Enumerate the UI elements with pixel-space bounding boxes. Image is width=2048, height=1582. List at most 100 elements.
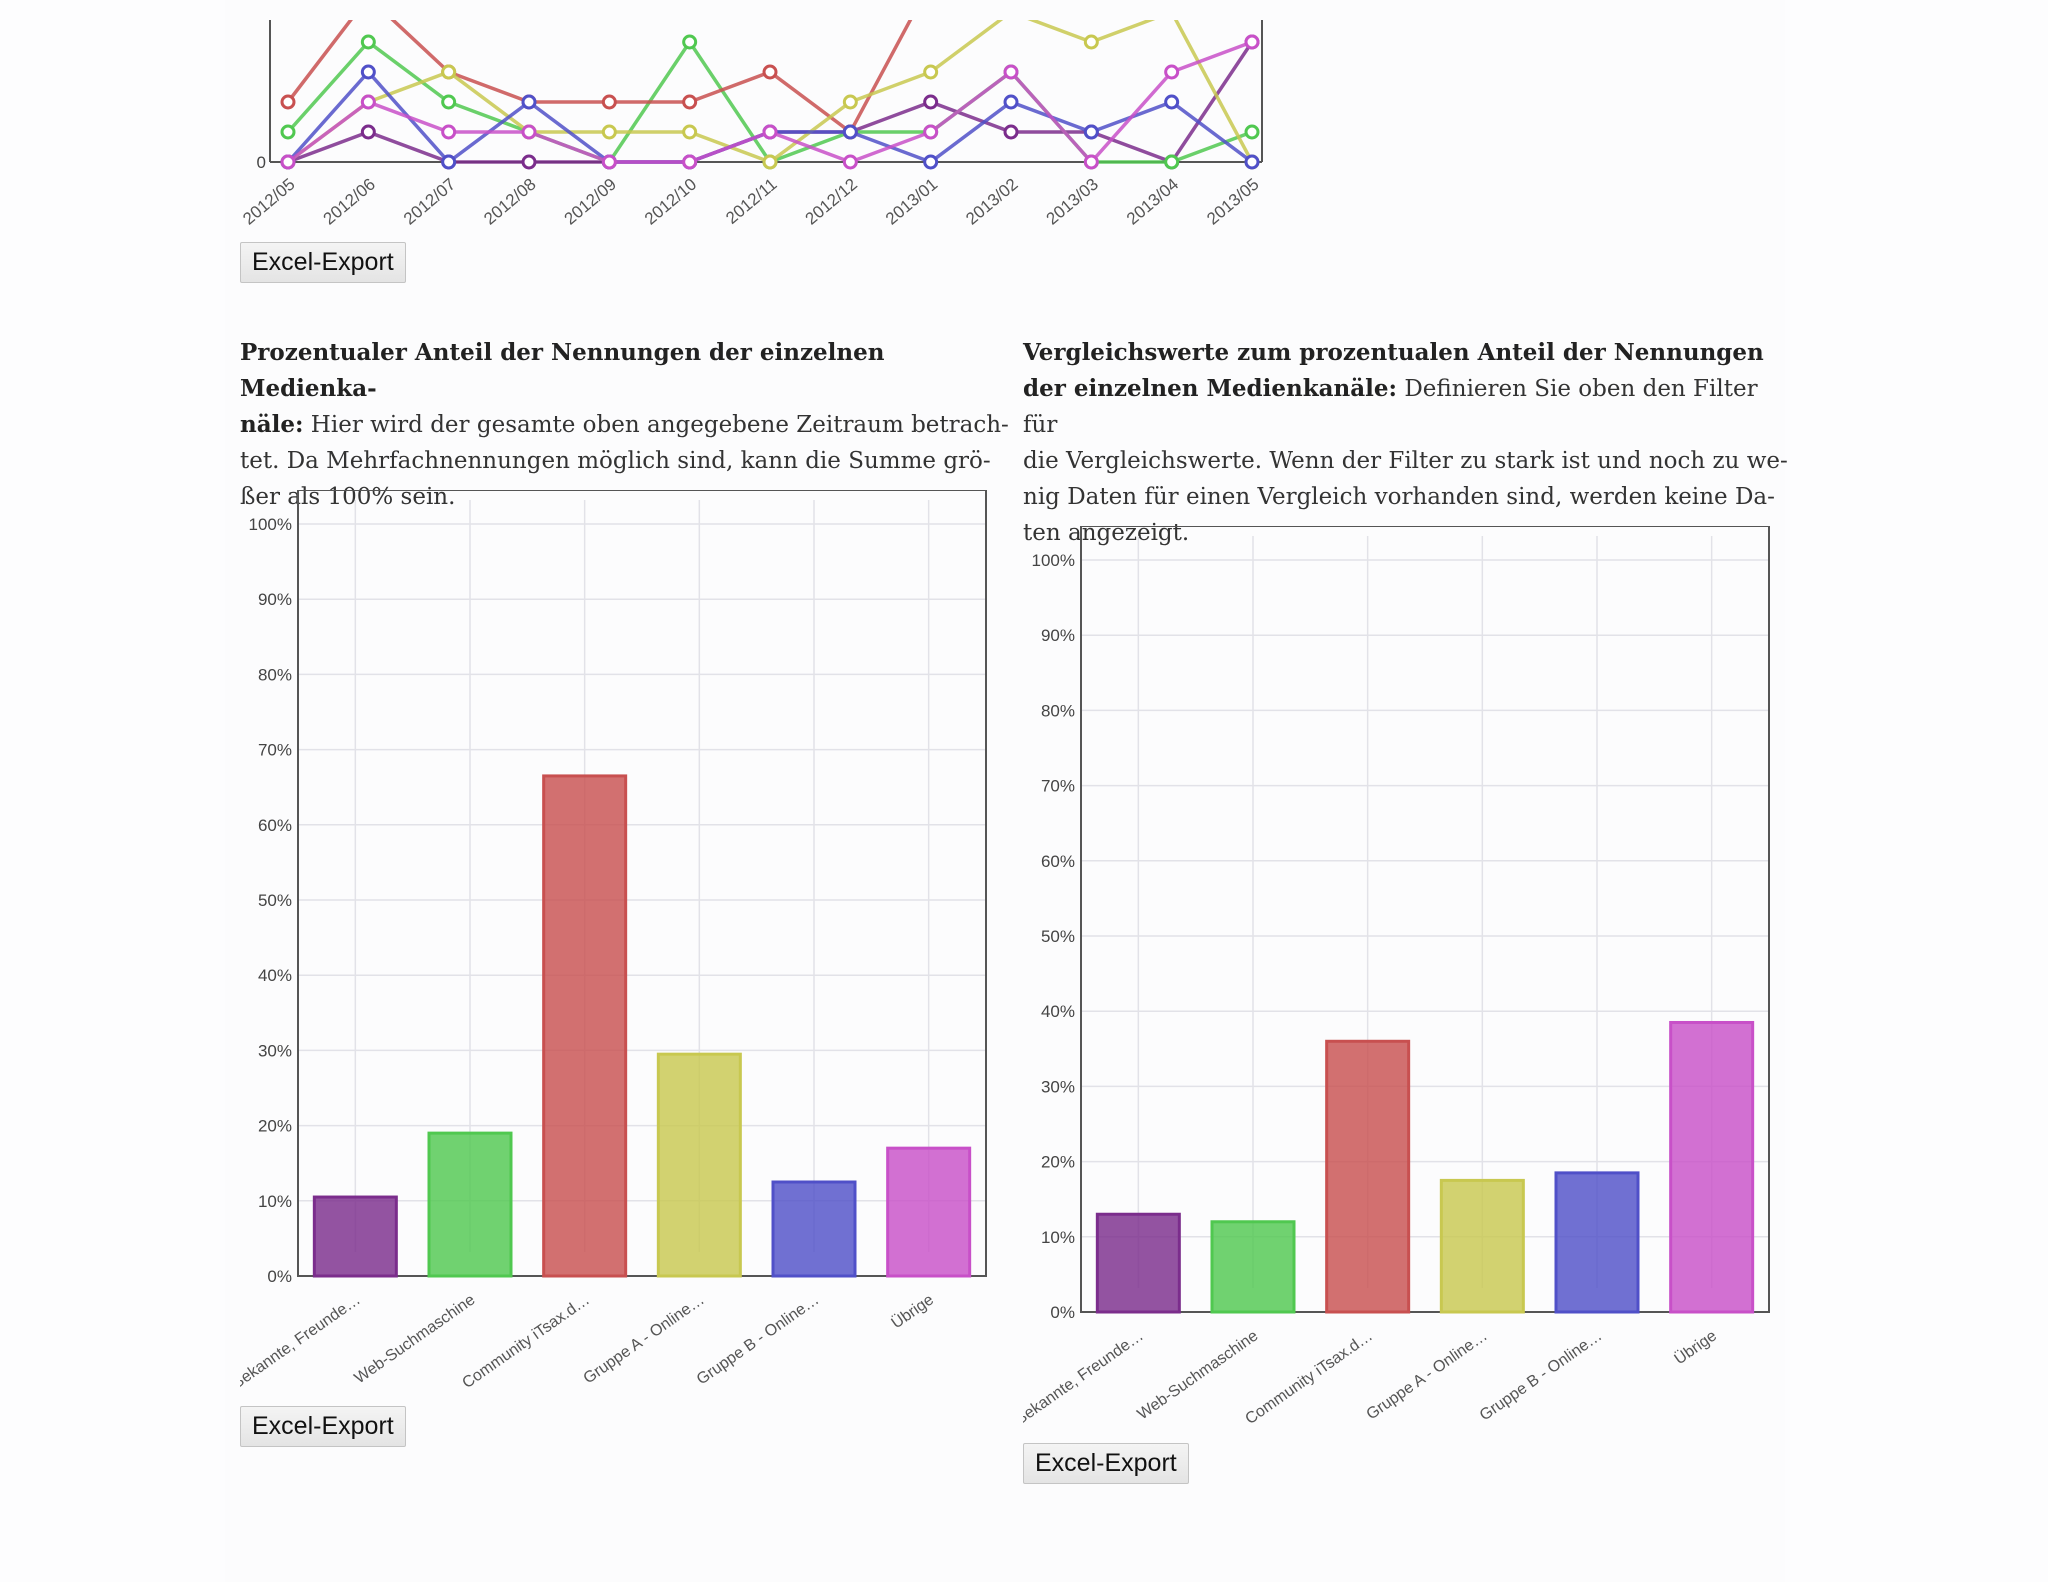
x-tick-label: 2013/02	[962, 175, 1021, 229]
x-tick-label: Übrige	[1671, 1326, 1720, 1368]
description-line: Prozentualer Anteil der Nennungen der ei…	[240, 335, 1010, 407]
data-point	[521, 124, 537, 140]
plot-frame	[297, 490, 987, 1277]
x-tick-label: 2012/05	[239, 175, 298, 229]
data-point	[923, 94, 939, 110]
x-tick-label: 2012/06	[320, 175, 379, 229]
data-point	[1164, 94, 1180, 110]
data-point	[441, 124, 457, 140]
bar	[656, 1052, 742, 1278]
y-tick-label: 100%	[249, 515, 292, 534]
line-chart-excel-export-button[interactable]: Excel-Export	[240, 242, 406, 283]
data-point	[923, 124, 939, 140]
description-line: näle: Hier wird der gesamte oben angegeb…	[240, 407, 1010, 443]
data-point	[1244, 154, 1260, 170]
y-tick-label: 40%	[258, 966, 292, 985]
x-tick-label: 2013/03	[1043, 175, 1102, 229]
y-tick-label: 70%	[258, 741, 292, 760]
data-point	[762, 154, 778, 170]
x-tick-label: Gruppe A - Online…	[1364, 1327, 1491, 1423]
data-point	[1164, 64, 1180, 80]
data-point	[280, 154, 296, 170]
data-point	[682, 94, 698, 110]
x-tick-label: Bekannte, Freunde…	[240, 1291, 364, 1392]
data-point	[360, 124, 376, 140]
bar	[427, 1131, 513, 1278]
line-chart: 0 2012/05 2012/06 2012/07 2012/08 2012/09 2012…	[230, 0, 1290, 229]
left-bar-chart: 0% 10% 20% 30% 40% 50% 60% 70% 80% 90% 100% Bekannt…	[240, 490, 987, 1393]
description-line: nig Daten für einen Vergleich vorhanden …	[1023, 479, 1793, 515]
bar	[542, 774, 628, 1278]
content-area	[225, 0, 1785, 1582]
description-title: der einzelnen Medienkanäle:	[1023, 375, 1398, 402]
x-tick-label: 2012/09	[561, 175, 620, 229]
right-chart-excel-export-button[interactable]: Excel-Export	[1023, 1443, 1189, 1484]
data-point	[1003, 124, 1019, 140]
description-text: die Vergleichswerte. Wenn der Filter zu …	[1023, 448, 1788, 474]
bar	[1554, 1171, 1640, 1314]
x-tick-label: Gruppe A - Online…	[581, 1291, 708, 1387]
x-tick-label: Gruppe B - Online…	[694, 1291, 822, 1388]
data-point	[1003, 64, 1019, 80]
x-tick-label: 2013/05	[1203, 175, 1262, 229]
y-tick-label: 10%	[1041, 1228, 1075, 1247]
y-tick-label: 20%	[258, 1117, 292, 1136]
x-tick-label: 2012/07	[400, 175, 459, 229]
bar	[1669, 1020, 1755, 1314]
y-tick-label: 90%	[1041, 626, 1075, 645]
data-point	[682, 34, 698, 50]
data-point	[280, 124, 296, 140]
x-tick-label: 2013/04	[1123, 175, 1182, 229]
y-tick-label: 0%	[267, 1267, 292, 1286]
description-title: näle:	[240, 411, 304, 438]
y-tick-label: 60%	[1041, 852, 1075, 871]
data-point	[842, 94, 858, 110]
description-text: Hier wird der gesamte oben angegebene Ze…	[303, 412, 1009, 438]
y-tick-label: 40%	[1041, 1002, 1075, 1021]
data-point	[923, 64, 939, 80]
right-bar-chart: 0% 10% 20% 30% 40% 50% 60% 70% 80% 90% 100% Bekannt…	[1023, 526, 1770, 1429]
description-text: nig Daten für einen Vergleich vorhanden …	[1023, 484, 1775, 510]
bar	[1439, 1178, 1525, 1314]
left-chart-description: Prozentualer Anteil der Nennungen der ei…	[240, 335, 1010, 515]
x-tick-label: 2013/01	[882, 175, 941, 229]
x-tick-label: Community iTsax.d…	[459, 1291, 593, 1392]
description-line: ten angezeigt.	[1023, 515, 1793, 551]
bar	[312, 1195, 398, 1278]
y-tick-label: 30%	[258, 1041, 292, 1060]
data-point	[601, 124, 617, 140]
bar	[1325, 1039, 1411, 1314]
y-tick-label: 70%	[1041, 777, 1075, 796]
description-text: Definieren Sie oben den Filter für	[1023, 376, 1758, 438]
x-tick-label: Gruppe B - Online…	[1477, 1327, 1605, 1424]
description-text: ßer als 100% sein.	[240, 484, 456, 510]
data-point	[441, 154, 457, 170]
data-point	[842, 124, 858, 140]
x-tick-label: Web-Suchmaschine	[1134, 1327, 1261, 1423]
x-tick-label: Übrige	[888, 1290, 937, 1332]
data-point	[762, 64, 778, 80]
y-tick-label: 80%	[1041, 701, 1075, 720]
data-point	[1244, 124, 1260, 140]
plot-frame	[1080, 526, 1770, 1313]
x-tick-label: 2012/12	[802, 175, 861, 229]
description-line: die Vergleichswerte. Wenn der Filter zu …	[1023, 443, 1793, 479]
y-tick-label: 0%	[1050, 1303, 1075, 1322]
x-tick-label: Community iTsax.d…	[1242, 1327, 1376, 1428]
data-point	[1083, 34, 1099, 50]
data-point	[682, 154, 698, 170]
description-title: Prozentualer Anteil der Nennungen der ei…	[240, 339, 885, 402]
bar	[1210, 1220, 1296, 1314]
y-tick-label: 80%	[258, 665, 292, 684]
y-tick-label: 100%	[1032, 551, 1075, 570]
description-text: tet. Da Mehrfachnennungen möglich sind, …	[240, 448, 991, 474]
description-line: Vergleichswerte zum prozentualen Anteil …	[1023, 335, 1793, 371]
right-chart-description: Vergleichswerte zum prozentualen Anteil …	[1023, 335, 1793, 551]
data-point	[682, 124, 698, 140]
top-clip	[230, 0, 1290, 20]
data-point	[1244, 34, 1260, 50]
left-chart-excel-export-button[interactable]: Excel-Export	[240, 1406, 406, 1447]
y-tick-label: 60%	[258, 816, 292, 835]
data-point	[1164, 154, 1180, 170]
